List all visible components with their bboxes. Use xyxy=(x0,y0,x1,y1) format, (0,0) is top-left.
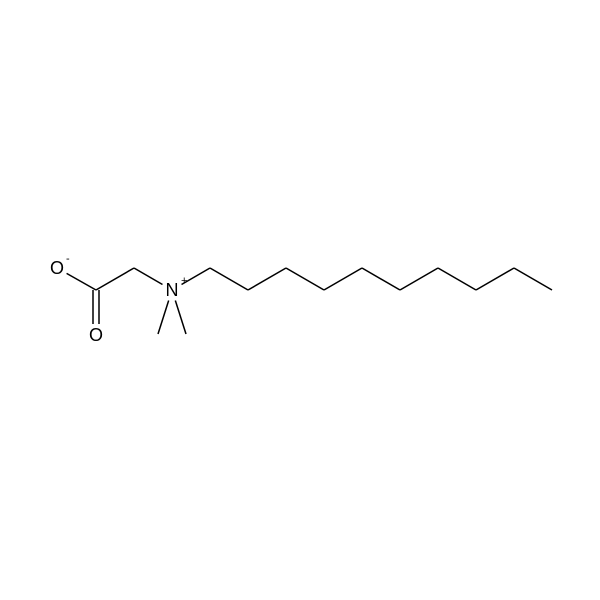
bond-line xyxy=(96,268,134,290)
bond-line xyxy=(248,268,286,290)
molecule-diagram: O-ON+ xyxy=(0,0,600,600)
atom-charge-N_plus: + xyxy=(181,275,187,287)
labels-layer: O-ON+ xyxy=(50,253,187,345)
bond-line xyxy=(476,268,514,290)
bond-line xyxy=(175,300,186,334)
bond-line xyxy=(134,268,162,284)
atom-label-O_double: O xyxy=(89,325,103,345)
bond-line xyxy=(362,268,400,290)
bond-line xyxy=(438,268,476,290)
bond-line xyxy=(210,268,248,290)
bond-line xyxy=(286,268,324,290)
atom-charge-O_neg: - xyxy=(66,253,70,265)
atom-label-N_plus: N xyxy=(166,280,179,300)
bonds-layer xyxy=(67,268,552,334)
bond-line xyxy=(400,268,438,290)
bond-line xyxy=(514,268,552,290)
atom-label-O_neg: O xyxy=(50,258,64,278)
bond-line xyxy=(67,273,96,290)
bond-line xyxy=(324,268,362,290)
bond-line xyxy=(158,300,169,334)
